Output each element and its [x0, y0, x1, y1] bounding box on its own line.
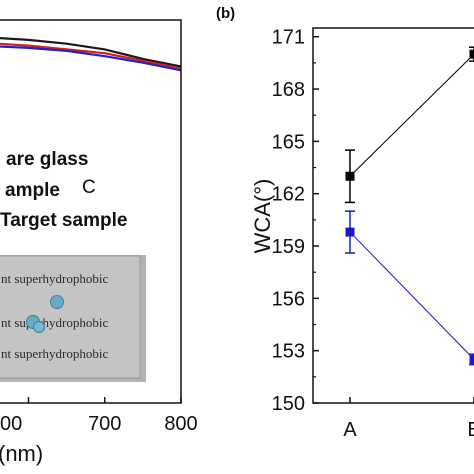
inset-text-line: nt superhydrophobic [1, 346, 108, 361]
panel-a-series [0, 37, 182, 72]
y-tick-label: 156 [272, 288, 305, 310]
panel-b-y-ticks: 150 153 156 159 162 165 168 171 [272, 27, 319, 415]
x-tick-label: 800 [164, 413, 197, 435]
panel-b-label: (b) [216, 5, 235, 22]
water-droplet-icon [50, 295, 64, 309]
series-line-2 [0, 42, 182, 70]
legend-entry-target-sample: Target sample [0, 210, 127, 231]
panel-a-x-axis-label: (nm) [0, 441, 43, 466]
y-tick-label: 165 [272, 131, 305, 153]
series-connector-line [349, 231, 474, 360]
y-tick-label: 168 [272, 79, 305, 101]
x-tick-label: 700 [88, 413, 121, 435]
inset-glass-slide [0, 255, 141, 379]
series-line-1 [0, 37, 182, 68]
data-point [469, 354, 474, 364]
panel-a: 00 700 800 (nm) are glass ample C Target s… [0, 19, 198, 466]
data-point [345, 227, 355, 237]
y-tick-label: 150 [272, 393, 305, 415]
panel-b-y-axis-label: WCA(°) [250, 179, 275, 254]
legend-entry-sample: ample [5, 180, 60, 201]
y-tick-label: 159 [272, 236, 305, 258]
panel-a-legend: are glass ample C Target sample [0, 149, 127, 231]
data-point [469, 49, 474, 59]
panel-b-frame [312, 27, 474, 404]
y-tick-label: 171 [272, 27, 305, 49]
panel-b-series [345, 46, 474, 366]
series-connector-line [349, 53, 474, 177]
legend-entry-bare-glass: are glass [6, 149, 88, 170]
data-point [345, 171, 355, 181]
series-line-3 [0, 45, 182, 72]
x-tick-label: 00 [0, 413, 22, 435]
water-droplet-icon [33, 321, 45, 333]
panel-a-x-ticks: 00 700 800 [0, 397, 198, 435]
inset-text-line: nt superhydrophobic [1, 315, 108, 330]
x-tick-label: A [343, 419, 357, 441]
inset-text-line: nt superhydrophobic [1, 271, 108, 286]
y-tick-label: 153 [272, 341, 305, 363]
x-tick-label: E [467, 419, 474, 441]
panel-b-x-ticks: AE [343, 397, 474, 441]
panel-a-frame [0, 19, 182, 404]
y-tick-label: 162 [272, 184, 305, 206]
inset-photo: nt superhydrophobic nt superhydrophobic … [0, 255, 146, 382]
legend-entry-c: C [82, 177, 96, 198]
